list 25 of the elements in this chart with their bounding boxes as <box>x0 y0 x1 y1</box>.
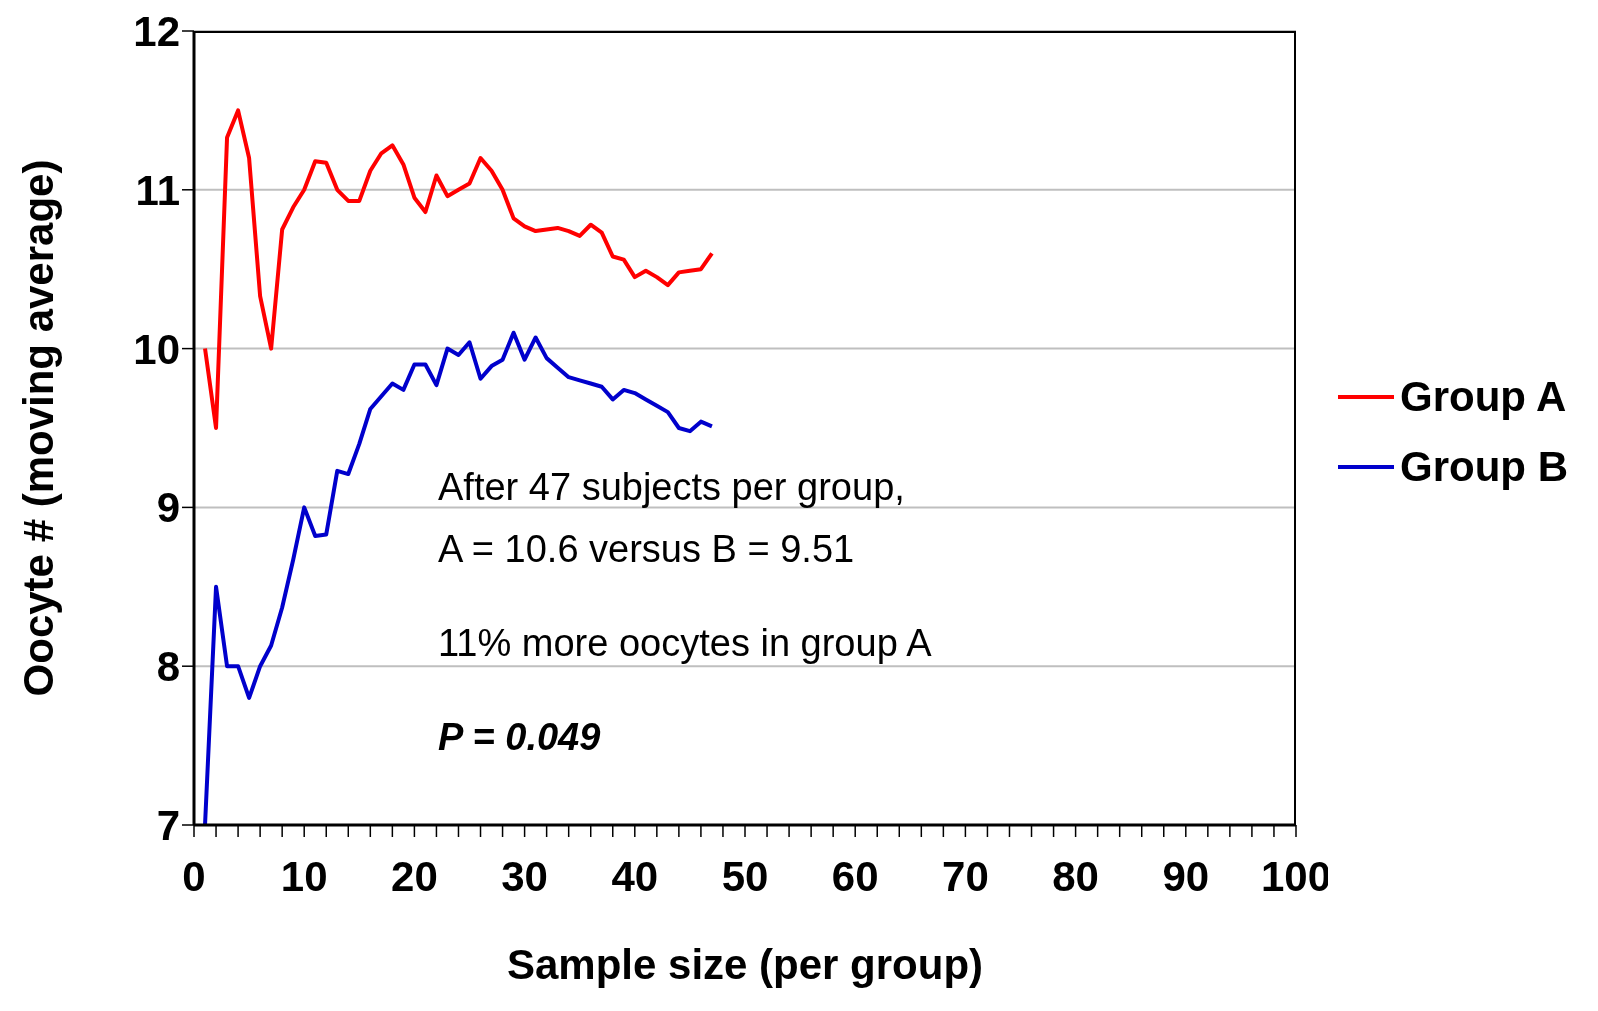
annotation: P = 0.049 <box>438 715 602 760</box>
x-axis-title: Sample size (per group) <box>506 941 984 988</box>
y-tick-label: 9 <box>156 484 180 532</box>
x-tick-label: 20 <box>391 852 438 900</box>
x-tick-label: 40 <box>611 852 659 900</box>
x-tick-label: 30 <box>501 852 548 900</box>
y-tick-label: 10 <box>133 325 180 373</box>
y-tick-label: 11 <box>135 166 180 214</box>
y-axis-title: Oocyte # (moving average) <box>14 159 62 697</box>
y-tick-label: 12 <box>133 7 180 55</box>
annotation: 11% more oocytes in group A <box>438 621 932 666</box>
annotation: After 47 subjects per group, <box>438 465 906 510</box>
x-tick-label: 80 <box>1052 852 1099 900</box>
y-tick-label: 8 <box>156 643 180 691</box>
x-tick-label: 70 <box>942 852 989 900</box>
x-tick-label: 10 <box>280 852 328 900</box>
legend-label: Group B <box>1400 443 1568 491</box>
legend-label: Group A <box>1400 373 1567 421</box>
x-tick-label: 50 <box>721 852 769 900</box>
x-tick-label: 60 <box>831 852 879 900</box>
annotation: A = 10.6 versus B = 9.51 <box>438 527 856 572</box>
x-tick-label: 90 <box>1162 852 1210 900</box>
y-tick-label: 7 <box>156 801 180 849</box>
line-series <box>203 108 714 430</box>
x-tick-label: 0 <box>182 852 206 900</box>
